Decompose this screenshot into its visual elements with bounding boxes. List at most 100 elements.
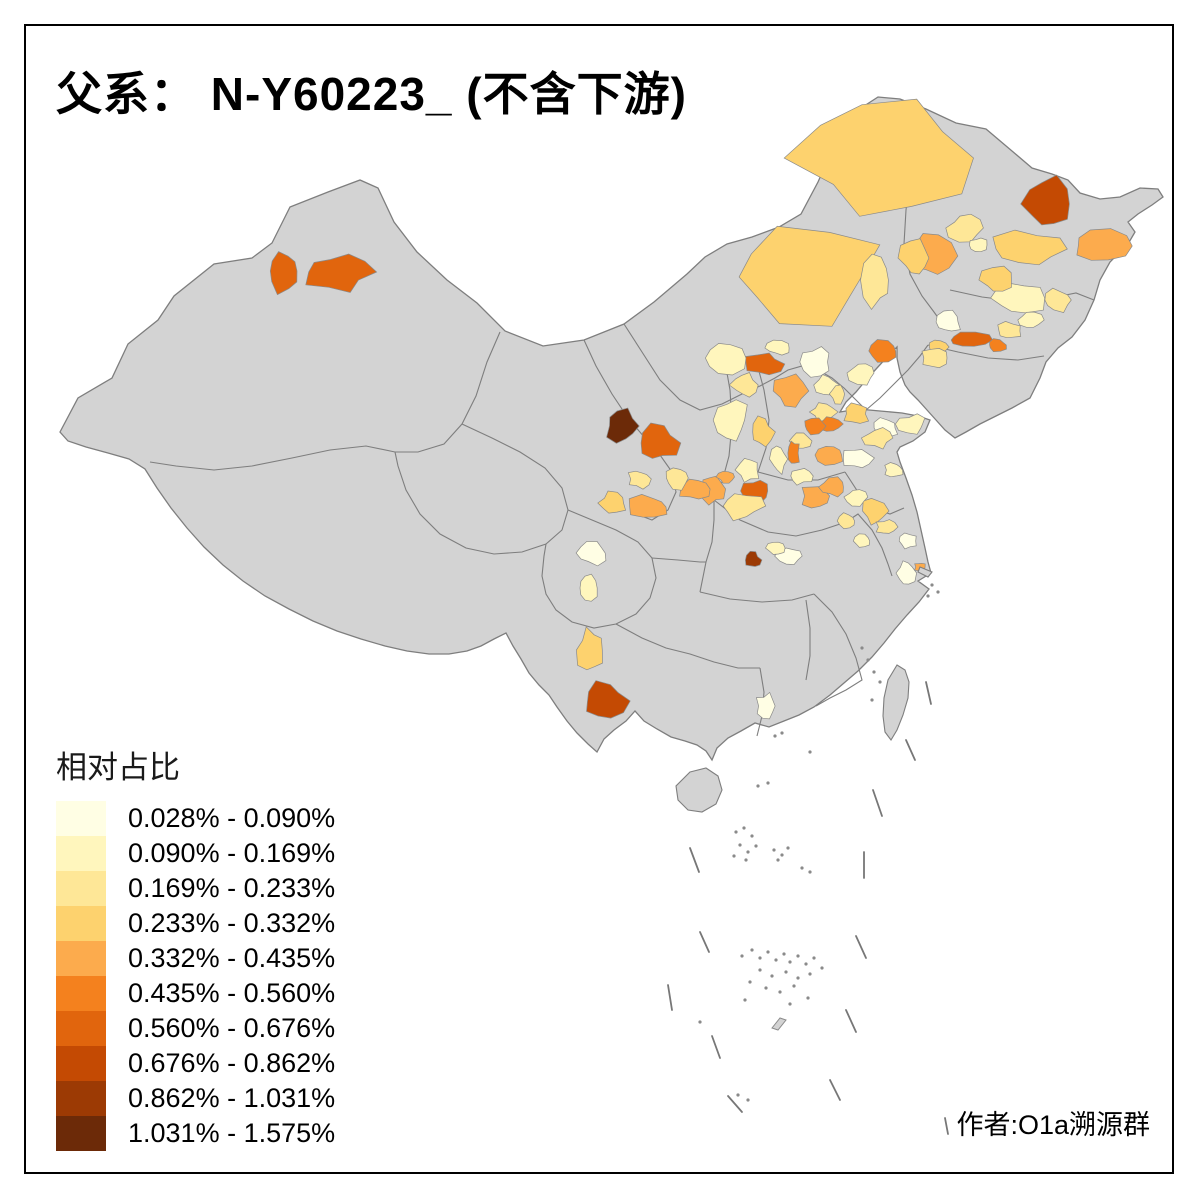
- islet-dot: [750, 834, 754, 838]
- region-patch: [992, 229, 1068, 266]
- legend-label: 0.169% - 0.233%: [128, 873, 336, 903]
- region-patch: [843, 489, 869, 507]
- islet-dot: [796, 954, 800, 958]
- islet-dot: [764, 986, 768, 990]
- region-patch: [828, 384, 845, 405]
- region-patch: [997, 321, 1022, 339]
- region-patch: [712, 399, 748, 442]
- legend-swatch: [56, 801, 106, 836]
- islet-dot: [808, 972, 812, 976]
- islet-dot: [750, 948, 754, 952]
- islet-dot: [738, 843, 742, 847]
- region-patch: [665, 467, 689, 491]
- region-patch: [989, 338, 1007, 353]
- islet-dot: [773, 734, 777, 738]
- nine-dash-line: [667, 681, 949, 1135]
- legend-row: 0.169% - 0.233%: [56, 871, 335, 906]
- legend-row: 0.332% - 0.435%: [56, 941, 335, 976]
- legend-row: 0.862% - 1.031%: [56, 1081, 335, 1116]
- region-patch: [884, 462, 904, 478]
- region-patch: [579, 573, 598, 602]
- choropleth-regions: [269, 98, 1133, 720]
- region-patch: [862, 498, 890, 526]
- islet-dot: [804, 962, 808, 966]
- dash-segment: [872, 789, 883, 817]
- dash-segment: [667, 984, 673, 1011]
- region-patch: [783, 98, 974, 217]
- islet-dot: [870, 698, 874, 702]
- region-patch: [836, 512, 855, 530]
- region-patch: [640, 422, 682, 459]
- islet-dot: [808, 870, 812, 874]
- region-patch: [628, 494, 668, 518]
- legend-swatch: [56, 1081, 106, 1116]
- dash-segment: [905, 739, 916, 761]
- region-patch: [799, 346, 830, 378]
- legend-swatch: [56, 836, 106, 871]
- islet-dot: [778, 990, 782, 994]
- legend-swatch: [56, 906, 106, 941]
- islet-dot: [770, 974, 774, 978]
- region-patch: [1020, 174, 1070, 226]
- islet-dot: [800, 866, 804, 870]
- islands: [675, 566, 933, 813]
- legend-swatch: [56, 1046, 106, 1081]
- region-patch: [734, 458, 760, 483]
- hainan-island: [675, 767, 723, 813]
- islet-dot: [746, 850, 750, 854]
- islet-dot: [743, 998, 747, 1002]
- islet-dot: [926, 594, 930, 598]
- dash-segment: [689, 847, 700, 873]
- islet-dot: [740, 954, 744, 958]
- region-patch: [576, 626, 603, 671]
- region-patch: [868, 339, 897, 363]
- islet-dot: [786, 846, 790, 850]
- legend-row: 0.233% - 0.332%: [56, 906, 335, 941]
- islet-dot: [748, 980, 752, 984]
- region-patch: [1076, 228, 1133, 261]
- region-patch: [790, 468, 814, 486]
- region-patch: [772, 373, 810, 408]
- legend-row: 0.090% - 0.169%: [56, 836, 335, 871]
- region-patch: [752, 415, 776, 448]
- islet-dot: [866, 658, 870, 662]
- page-title: 父系： N-Y60223_ (不含下游): [56, 68, 687, 120]
- region-patch: [875, 519, 899, 534]
- legend-title: 相对占比: [56, 750, 180, 785]
- islet-dot: [732, 854, 736, 858]
- legend-row: 0.435% - 0.560%: [56, 976, 335, 1011]
- islet-dot: [772, 848, 776, 852]
- islet-dot: [784, 970, 788, 974]
- region-patch: [843, 402, 870, 424]
- attribution-text: 作者:O1a溯源群: [956, 1110, 1150, 1140]
- dash-segment: [925, 681, 932, 705]
- region-patch: [744, 352, 786, 376]
- islet-dot: [744, 858, 748, 862]
- islet-dot: [820, 966, 824, 970]
- islet-dot: [806, 996, 810, 1000]
- region-patch: [627, 470, 652, 490]
- region-patch: [738, 225, 881, 327]
- legend-swatch: [56, 1011, 106, 1046]
- region-patch: [575, 540, 607, 567]
- islet-dot: [930, 583, 934, 587]
- legend-label: 0.560% - 0.676%: [128, 1013, 336, 1043]
- region-patch: [935, 309, 961, 332]
- region-patch: [755, 691, 776, 720]
- islet-dot: [796, 976, 800, 980]
- region-patch: [842, 449, 875, 469]
- region-patch: [978, 265, 1012, 292]
- islet-dot: [756, 784, 760, 788]
- islet-dot: [746, 1098, 750, 1102]
- islet-dot: [788, 1002, 792, 1006]
- legend-swatch: [56, 1116, 106, 1151]
- region-patch: [722, 493, 767, 522]
- legend-swatch: [56, 871, 106, 906]
- region-patch: [715, 470, 735, 484]
- islet-dot: [872, 670, 876, 674]
- legend-label: 0.233% - 0.332%: [128, 908, 336, 938]
- legend-row: 0.676% - 0.862%: [56, 1046, 335, 1081]
- region-patch: [898, 532, 917, 550]
- taiwan-island: [882, 664, 910, 741]
